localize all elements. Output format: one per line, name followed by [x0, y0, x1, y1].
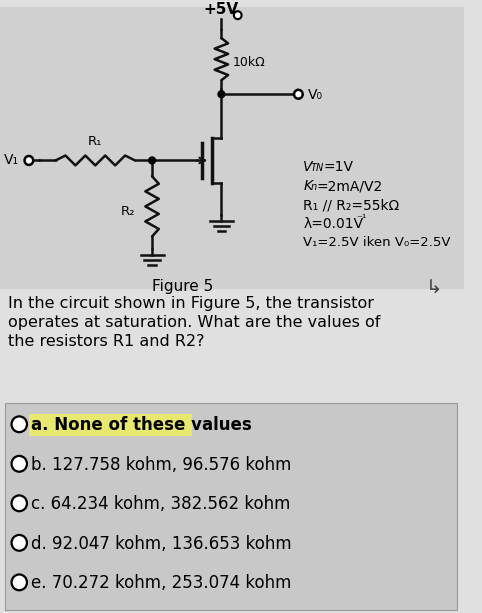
Text: =1V: =1V	[323, 161, 353, 175]
Bar	[29, 414, 192, 436]
Text: R₁ // R₂=55kΩ: R₁ // R₂=55kΩ	[303, 198, 400, 212]
Text: In the circuit shown in Figure 5, the transistor
operates at saturation. What ar: In the circuit shown in Figure 5, the tr…	[8, 296, 380, 349]
Circle shape	[25, 156, 33, 165]
Text: d. 92.047 kohm, 136.653 kohm: d. 92.047 kohm, 136.653 kohm	[31, 535, 292, 553]
Text: e. 70.272 kohm, 253.074 kohm: e. 70.272 kohm, 253.074 kohm	[31, 574, 291, 592]
Circle shape	[12, 456, 27, 471]
Text: c. 64.234 kohm, 382.562 kohm: c. 64.234 kohm, 382.562 kohm	[31, 495, 290, 513]
Circle shape	[12, 416, 27, 432]
Text: V₁=2.5V iken V₀=2.5V: V₁=2.5V iken V₀=2.5V	[303, 235, 451, 248]
Circle shape	[12, 495, 27, 511]
Bar	[0, 7, 464, 289]
Bar	[5, 403, 457, 610]
Text: TN: TN	[311, 164, 324, 173]
Text: +5V: +5V	[204, 2, 239, 17]
Text: K: K	[303, 179, 312, 193]
Text: V: V	[303, 161, 313, 175]
Text: R₁: R₁	[88, 135, 103, 148]
Circle shape	[12, 574, 27, 590]
Circle shape	[294, 90, 303, 99]
Circle shape	[218, 91, 225, 97]
Text: Figure 5: Figure 5	[152, 279, 214, 294]
Circle shape	[149, 157, 155, 164]
Circle shape	[234, 11, 241, 19]
Text: b. 127.758 kohm, 96.576 kohm: b. 127.758 kohm, 96.576 kohm	[31, 456, 291, 474]
Text: λ=0.01V: λ=0.01V	[303, 217, 363, 230]
Circle shape	[12, 535, 27, 550]
Text: V₁: V₁	[4, 153, 19, 167]
Text: V₀: V₀	[308, 88, 323, 102]
Text: ↳: ↳	[427, 279, 443, 298]
Text: a. None of these values: a. None of these values	[31, 416, 252, 434]
Text: R₂: R₂	[120, 205, 135, 218]
Text: ⁻¹: ⁻¹	[356, 214, 366, 224]
Text: 10kΩ: 10kΩ	[233, 56, 266, 69]
Text: =2mA/V2: =2mA/V2	[317, 179, 383, 193]
Text: n: n	[311, 182, 317, 192]
